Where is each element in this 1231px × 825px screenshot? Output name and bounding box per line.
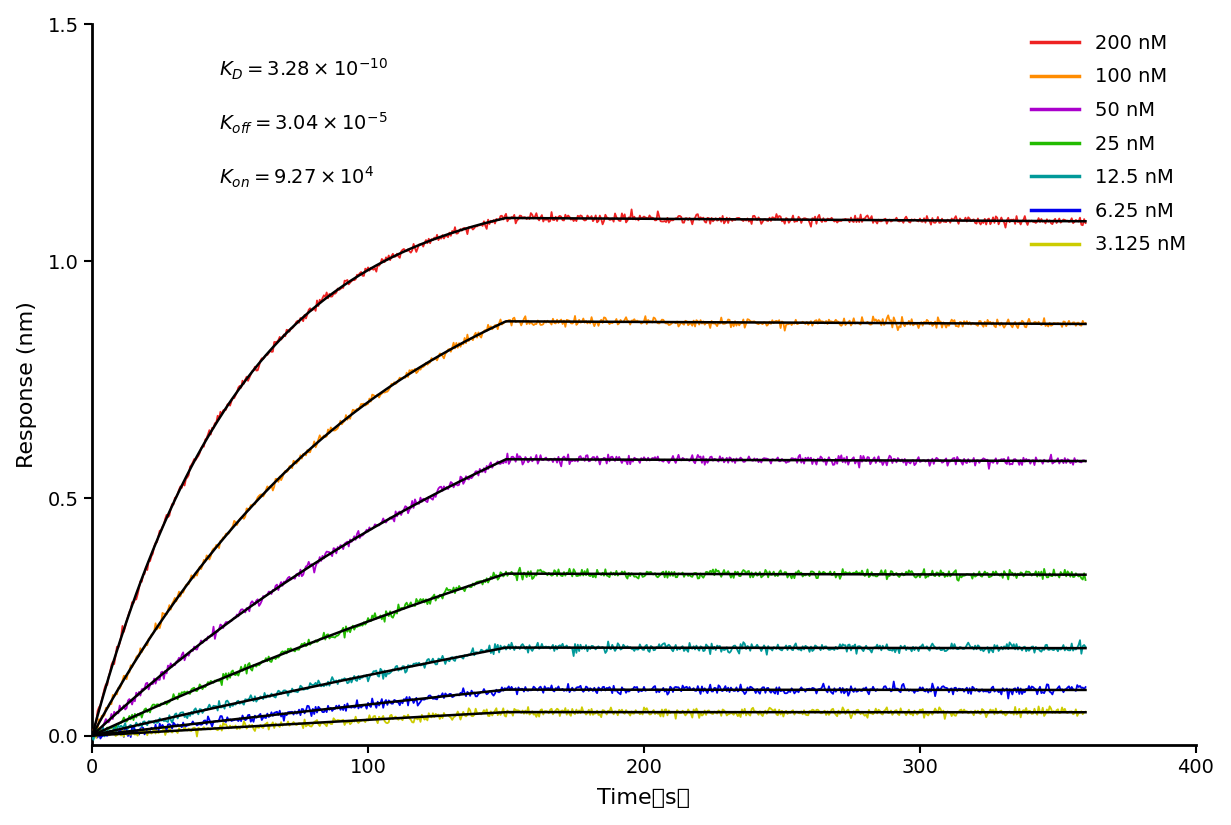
Text: $K_D=3.28\times10^{-10}$: $K_D=3.28\times10^{-10}$ [219, 57, 388, 82]
X-axis label: Time（s）: Time（s） [597, 789, 691, 808]
Y-axis label: Response (nm): Response (nm) [17, 301, 37, 468]
Legend: 200 nM, 100 nM, 50 nM, 25 nM, 12.5 nM, 6.25 nM, 3.125 nM: 200 nM, 100 nM, 50 nM, 25 nM, 12.5 nM, 6… [1030, 34, 1187, 254]
Text: $K_{on}=9.27\times10^{4}$: $K_{on}=9.27\times10^{4}$ [219, 165, 374, 190]
Text: $K_{off}=3.04\times10^{-5}$: $K_{off}=3.04\times10^{-5}$ [219, 111, 388, 136]
